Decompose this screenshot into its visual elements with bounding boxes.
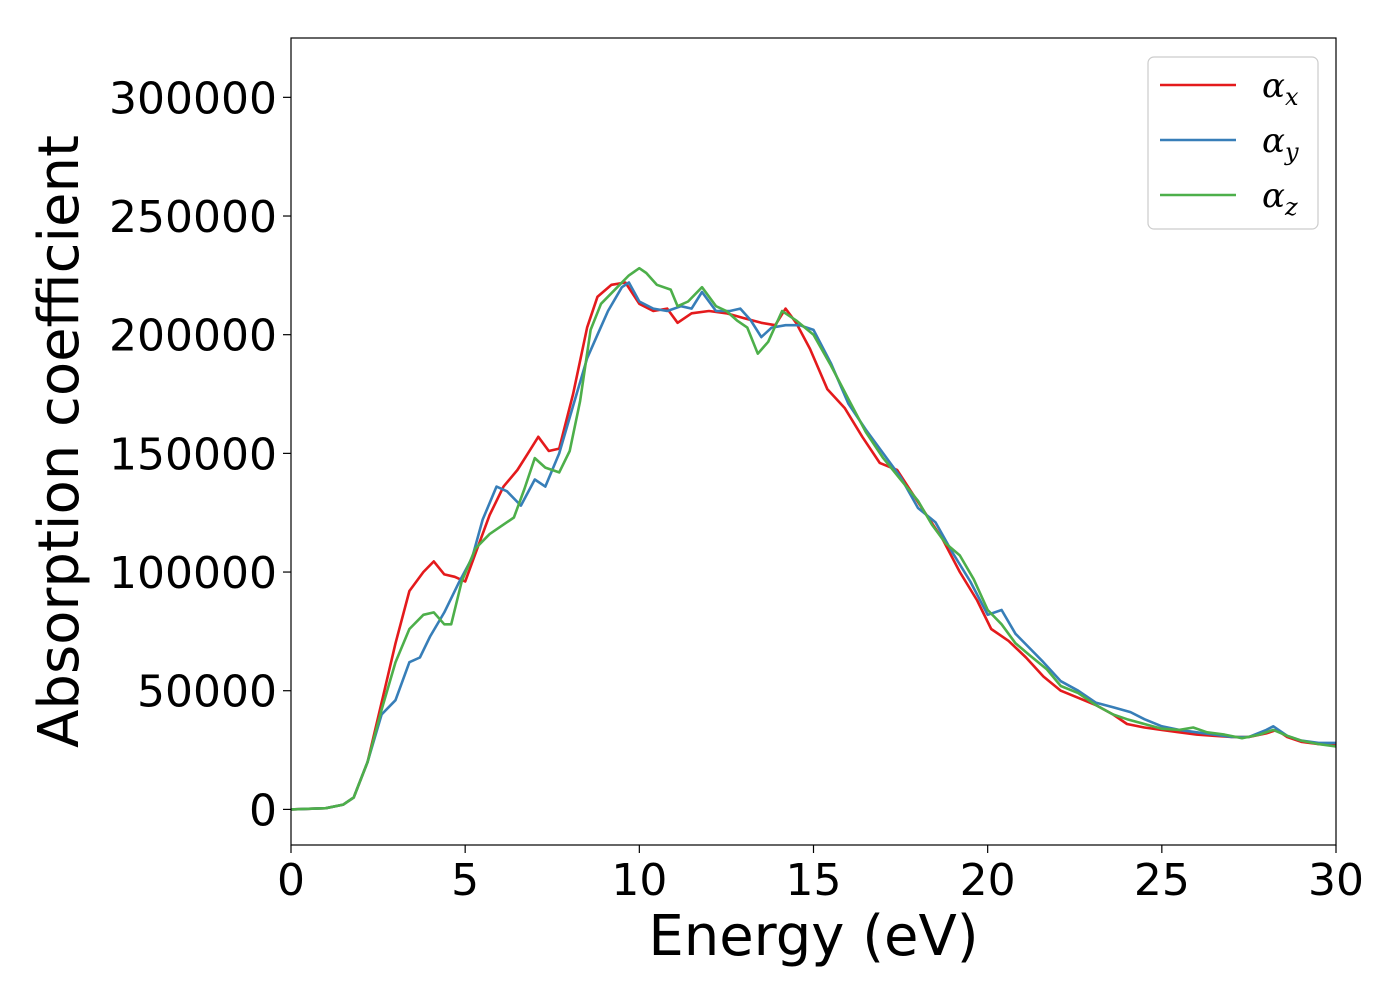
x-axis-ticks: 0 5 10 15 20 25 30	[277, 845, 1364, 906]
legend-label-x: αx	[1262, 66, 1299, 111]
y-tick-label: 200000	[109, 311, 277, 362]
x-axis-title: Energy (eV)	[648, 904, 978, 969]
y-tick-label: 100000	[109, 548, 277, 599]
legend: αx αy αz	[1147, 56, 1319, 230]
x-tick-label: 0	[277, 855, 305, 906]
series-layer	[291, 266, 1336, 811]
y-axis-ticks: 0 50000 100000 150000 200000 250000 300000	[109, 73, 291, 836]
y-tick-label: 300000	[109, 73, 277, 124]
y-tick-label: 150000	[109, 429, 277, 480]
x-tick-label: 5	[451, 855, 479, 906]
x-tick-label: 15	[786, 855, 842, 906]
x-tick-label: 30	[1308, 855, 1364, 906]
series-line-z	[291, 266, 1336, 811]
x-tick-label: 25	[1134, 855, 1190, 906]
y-tick-label: 0	[249, 785, 277, 836]
legend-box	[1147, 56, 1319, 230]
x-tick-label: 10	[611, 855, 667, 906]
legend-label-y: αy	[1262, 121, 1299, 166]
y-tick-label: 50000	[137, 667, 277, 718]
x-tick-label: 20	[960, 855, 1016, 906]
legend-label-z: αz	[1262, 176, 1298, 221]
y-tick-label: 250000	[109, 192, 277, 243]
y-axis-title: Absorption coefficient	[27, 135, 92, 748]
